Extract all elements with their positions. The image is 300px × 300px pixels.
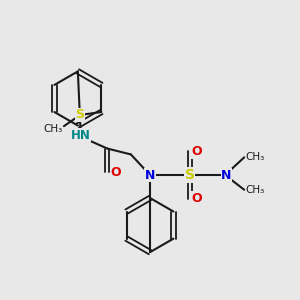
Text: CH₃: CH₃ [246,185,265,195]
Text: N: N [145,169,155,182]
Text: N: N [221,169,232,182]
Text: CH₃: CH₃ [43,124,62,134]
Text: O: O [192,192,203,205]
Text: CH₃: CH₃ [246,152,265,162]
Text: S: S [76,109,85,122]
Text: O: O [111,166,122,178]
Text: HN: HN [71,129,91,142]
Text: S: S [185,168,195,182]
Text: O: O [192,145,203,158]
